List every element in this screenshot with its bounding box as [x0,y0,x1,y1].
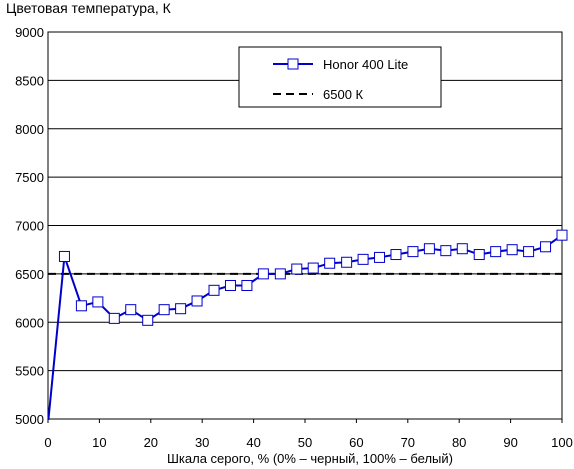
data-point-honor [208,284,220,296]
data-point-honor [523,246,535,258]
x-tick-label: 0 [44,435,51,450]
data-point-honor [506,244,518,256]
x-tick-label: 100 [551,435,573,450]
x-axis-ticks: 0 10 20 30 40 50 60 70 80 90 100 [44,419,573,450]
legend-label-honor: Honor 400 Lite [323,57,408,72]
data-point-honor [92,296,104,308]
data-point-honor [291,263,303,275]
data-point-honor [125,304,137,316]
y-tick-label: 6000 [15,315,44,330]
legend-box [238,46,442,108]
x-tick-label: 40 [246,435,260,450]
y-tick-label: 9000 [15,25,44,40]
data-point-honor [540,241,552,253]
x-tick-label: 90 [503,435,517,450]
data-point-honor [175,303,187,315]
series-layer [48,229,568,420]
x-tick-label: 60 [349,435,363,450]
y-tick-label: 7500 [15,170,44,185]
y-axis-ticks: 5000 5500 6000 6500 7000 7500 8000 8500 9000 [15,25,44,427]
x-tick-label: 70 [401,435,415,450]
data-point-honor [456,243,468,255]
chart-title: Цветовая температура, К [6,0,172,16]
y-tick-label: 8500 [15,73,44,88]
data-point-honor [324,257,336,269]
x-axis-label: Шкала серого, % (0% – черный, 100% – бел… [167,451,453,466]
plot-frame [47,31,563,420]
data-point-honor [142,314,154,326]
x-tick-label: 30 [195,435,209,450]
x-tick-label: 10 [92,435,106,450]
data-point-honor [274,268,286,280]
y-tick-label: 6500 [15,267,44,282]
legend-marker-honor [287,58,299,70]
data-point-honor [108,312,120,324]
data-point-honor [241,279,253,291]
data-point-honor [374,251,386,263]
y-tick-label: 5000 [15,412,44,427]
legend-label-6500k: 6500 К [323,87,364,102]
data-point-honor [307,262,319,274]
y-tick-label: 8000 [15,122,44,137]
data-point-honor [490,246,502,258]
series-line-honor [48,234,562,420]
data-point-honor [75,300,87,312]
data-point-honor [556,229,568,241]
x-tick-label: 20 [144,435,158,450]
data-point-honor [440,245,452,257]
data-point-honor [257,268,269,280]
y-tick-label: 7000 [15,219,44,234]
plot-area [47,31,563,420]
data-point-honor [224,279,236,291]
y-tick-label: 5500 [15,364,44,379]
legend: Honor 400 Lite 6500 К [238,46,442,108]
data-point-honor [341,256,353,268]
data-point-honor [191,295,203,307]
data-point-honor [158,304,170,316]
x-tick-label: 80 [452,435,466,450]
data-point-honor [357,253,369,265]
data-point-honor [407,246,419,258]
data-point-honor [423,243,435,255]
x-tick-label: 50 [298,435,312,450]
data-point-honor [473,249,485,261]
data-point-honor [390,249,402,261]
data-point-honor [58,250,70,262]
